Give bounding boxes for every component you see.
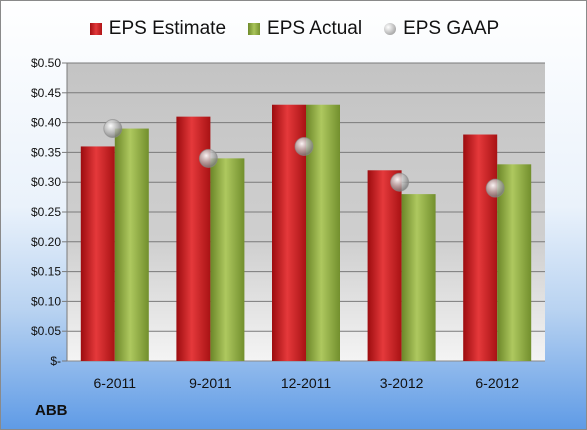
x-tick-label: 6-2012	[475, 375, 519, 391]
y-axis-ticks: $- $0.05 $0.10 $0.15 $0.20 $0.25 $0.30 $0.35 $0.…	[31, 56, 68, 368]
y-tick-label: $0.35	[31, 145, 61, 159]
bar-eps-estimate	[367, 170, 402, 361]
y-tick-label: $0.05	[31, 324, 61, 338]
y-tick-label: $0.50	[31, 56, 61, 70]
bars	[80, 104, 532, 361]
bar-eps-estimate	[463, 134, 498, 361]
bar-eps-actual	[401, 194, 436, 361]
y-tick-label: $0.15	[31, 265, 61, 279]
x-tick-label: 3-2012	[380, 375, 424, 391]
company-label: ABB	[35, 402, 68, 419]
x-tick-label: 12-2011	[281, 375, 332, 391]
x-axis-ticks: 6-2011 9-2011 12-2011 3-2012 6-2012	[94, 375, 520, 391]
legend-label-actual: EPS Actual	[267, 18, 363, 39]
legend-swatch-actual	[248, 23, 261, 35]
y-tick-label: $0.40	[31, 116, 61, 130]
legend-item-gaap: EPS GAAP	[384, 18, 499, 40]
legend-swatch-gaap	[384, 23, 397, 35]
bar-eps-estimate	[80, 146, 115, 361]
marker-eps-gaap	[198, 148, 218, 168]
legend-item-actual: EPS Actual	[248, 18, 362, 40]
bar-eps-actual	[114, 128, 149, 361]
x-tick-label: 6-2011	[94, 375, 137, 391]
marker-eps-gaap	[294, 136, 314, 156]
x-tick-label: 9-2011	[189, 375, 232, 391]
marker-eps-gaap	[390, 172, 410, 192]
legend-item-estimate: EPS Estimate	[89, 18, 227, 40]
bar-eps-actual	[497, 164, 532, 361]
bar-eps-actual	[210, 158, 245, 361]
y-tick-label: $0.30	[31, 175, 61, 189]
gaap-markers	[103, 119, 505, 198]
legend-swatch-estimate	[89, 23, 102, 35]
legend-label-estimate: EPS Estimate	[108, 18, 227, 39]
y-tick-label: $0.10	[31, 294, 61, 308]
y-tick-label: $-	[50, 354, 61, 368]
legend: EPS Estimate EPS Actual EPS GAAP	[1, 18, 586, 40]
marker-eps-gaap	[485, 178, 505, 198]
y-tick-label: $0.20	[31, 235, 61, 249]
marker-eps-gaap	[103, 119, 123, 139]
y-tick-label: $0.45	[31, 86, 61, 100]
y-tick-label: $0.25	[31, 205, 61, 219]
legend-label-gaap: EPS GAAP	[403, 18, 500, 39]
